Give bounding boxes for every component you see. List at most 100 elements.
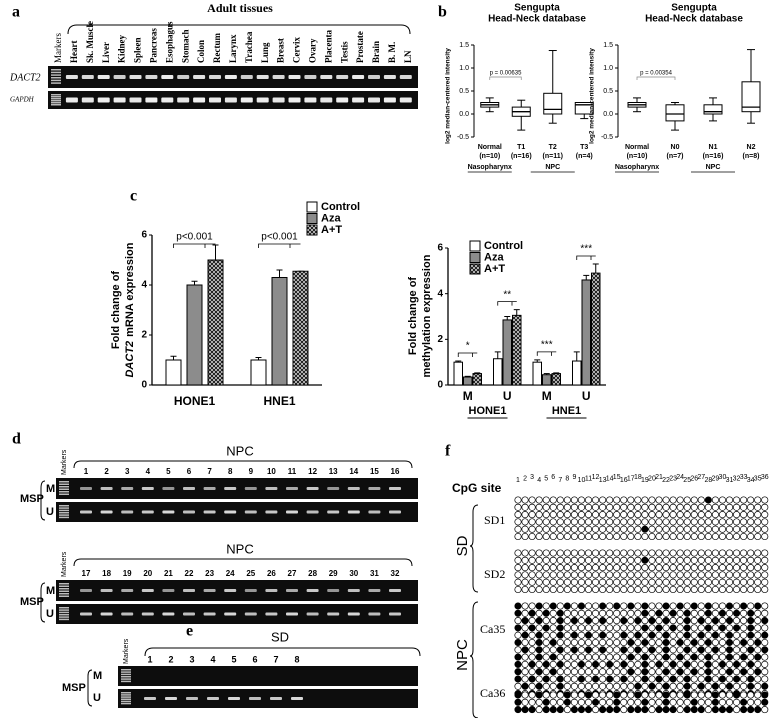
cpg-site [641, 525, 649, 533]
cpg-site [606, 571, 614, 579]
marker-band [121, 694, 131, 696]
cpg-site [669, 585, 677, 594]
cpg-site [740, 638, 748, 647]
sample-label: SD2 [484, 567, 505, 581]
assay-label: MSP [62, 682, 86, 694]
cpg-site [740, 668, 748, 676]
cpg-site [747, 682, 755, 690]
cpg-site [761, 691, 769, 699]
cpg-site [676, 631, 684, 639]
cpg-site [591, 585, 600, 594]
cpg-site [761, 609, 769, 617]
cpg-site [549, 646, 557, 654]
cpg-site [535, 706, 543, 714]
cpg-site [584, 617, 593, 625]
cpg-site [620, 503, 628, 511]
lane-label: 7 [207, 467, 212, 476]
cpg-site [521, 631, 529, 639]
cpg-site [662, 602, 670, 610]
cpg-site [549, 532, 557, 541]
cpg-site [676, 691, 684, 699]
cpg-site [570, 609, 578, 617]
cpg-site [655, 571, 663, 579]
cpg-site [542, 549, 550, 557]
cpg-site [669, 518, 677, 526]
cpg-site [648, 511, 656, 519]
lane-label: 15 [370, 467, 379, 476]
cpg-site [577, 668, 586, 676]
cpg-site [521, 549, 529, 557]
band [203, 487, 216, 490]
lane-label: 16 [391, 467, 400, 476]
band [203, 510, 216, 514]
site-label: 16 [620, 477, 628, 484]
cpg-site [655, 556, 663, 564]
row-label: M [93, 670, 102, 682]
cpg-site [606, 646, 614, 654]
cpg-site [754, 624, 762, 632]
cpg-site [521, 578, 529, 586]
cpg-site [570, 631, 578, 639]
band [80, 612, 92, 616]
cpg-site [627, 631, 635, 639]
cpg-site [563, 638, 571, 647]
cpg-site [528, 525, 536, 533]
cpg-site [754, 585, 762, 594]
band [80, 487, 92, 490]
y-tick-label: 0 [141, 380, 147, 391]
lane-label: Heart [69, 41, 79, 64]
lane-label: 31 [370, 569, 379, 578]
band [304, 75, 317, 79]
marker-band [59, 481, 69, 483]
marker-band [51, 77, 61, 79]
cpg-site [634, 631, 642, 639]
cpg-site [725, 549, 734, 557]
cpg-site [521, 706, 529, 714]
y-axis-label: Fold change of [110, 271, 122, 350]
lane-label: 5 [231, 654, 236, 664]
cpg-site [613, 638, 621, 647]
cpg-site [556, 631, 564, 639]
cpg-site [641, 691, 649, 699]
lane-label: Larynx [228, 34, 238, 63]
band [183, 487, 195, 490]
cpg-site [514, 503, 522, 511]
cpg-site [599, 532, 607, 541]
marker-band [59, 616, 69, 618]
x-tick-label: U [503, 389, 512, 403]
cpg-site [535, 682, 543, 690]
site-label: 1 [516, 477, 520, 484]
cpg-site [655, 631, 663, 639]
cpg-site [676, 675, 684, 683]
cpg-site [704, 660, 712, 668]
cpg-site [641, 578, 649, 586]
cpg-site [514, 638, 522, 647]
band [256, 97, 269, 103]
cpg-site [754, 564, 762, 572]
cpg-site [556, 660, 564, 668]
lane-label: 24 [226, 569, 235, 578]
cpg-site [711, 564, 719, 572]
cpg-site [725, 518, 734, 526]
cpg-site [577, 638, 586, 647]
cpg-site [704, 624, 712, 632]
cpg-site [591, 631, 600, 639]
cpg-site [584, 564, 593, 572]
cpg-site [514, 525, 522, 533]
cpg-site [549, 675, 557, 683]
cpg-site [718, 602, 727, 610]
cpg-site [634, 525, 642, 533]
band [399, 75, 412, 79]
band [383, 97, 396, 103]
cpg-site [754, 556, 762, 564]
band [306, 510, 319, 514]
cpg-site [669, 682, 677, 690]
cpg-site [528, 660, 536, 668]
cpg-site [732, 682, 741, 690]
cpg-site [613, 549, 621, 557]
cpg-site [718, 691, 727, 699]
cpg-site [599, 496, 607, 504]
cpg-site [740, 646, 748, 654]
cpg-site [761, 532, 769, 541]
cpg-site [556, 511, 564, 519]
